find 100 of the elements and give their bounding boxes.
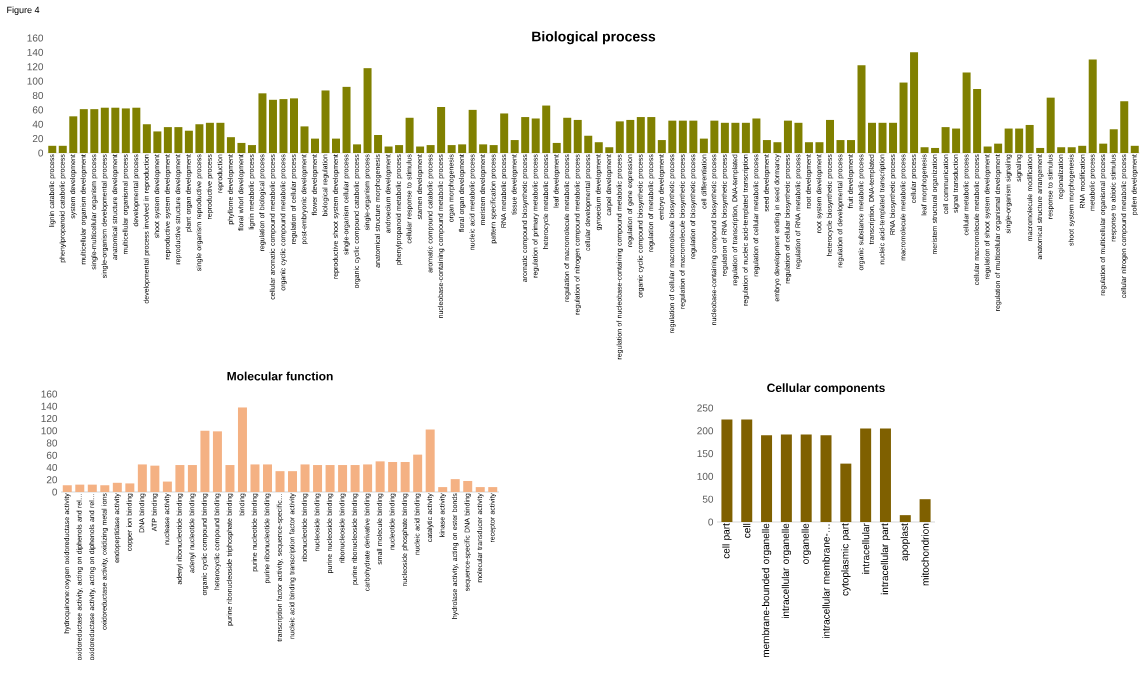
bar bbox=[1120, 101, 1129, 153]
bar bbox=[636, 117, 645, 153]
bar bbox=[162, 481, 172, 492]
bar bbox=[931, 147, 940, 153]
bar bbox=[488, 487, 498, 492]
y-tick-label: 100 bbox=[41, 427, 58, 435]
bar bbox=[388, 461, 398, 492]
bar bbox=[75, 484, 85, 492]
bar bbox=[125, 483, 135, 492]
bar bbox=[174, 127, 183, 153]
bar bbox=[262, 464, 272, 492]
y-tick-label: 140 bbox=[27, 48, 44, 56]
bar bbox=[150, 465, 160, 492]
bar bbox=[1015, 128, 1024, 153]
bar bbox=[510, 140, 519, 153]
bar bbox=[447, 145, 456, 153]
bar bbox=[342, 86, 351, 153]
bar bbox=[62, 485, 72, 492]
y-tick-label: 20 bbox=[46, 476, 58, 484]
bar bbox=[100, 485, 110, 492]
y-tick-label: 60 bbox=[46, 451, 58, 459]
bar bbox=[479, 144, 488, 153]
y-tick-label: 80 bbox=[46, 439, 58, 447]
y-tick-label: 140 bbox=[41, 402, 58, 410]
bar bbox=[395, 145, 404, 153]
bar bbox=[941, 127, 950, 153]
x-tick-label: intracellular part bbox=[880, 523, 891, 595]
bar bbox=[237, 407, 247, 492]
chart-title: Biological process bbox=[532, 31, 656, 45]
bar bbox=[438, 487, 448, 492]
bar bbox=[111, 107, 120, 153]
bar bbox=[258, 93, 267, 153]
bar bbox=[313, 465, 323, 492]
y-tick-label: 40 bbox=[32, 120, 44, 128]
bar bbox=[237, 142, 246, 153]
bar bbox=[311, 138, 319, 153]
bar bbox=[820, 435, 832, 522]
bar bbox=[500, 113, 509, 153]
bar bbox=[142, 124, 151, 153]
y-tick-label: 250 bbox=[697, 404, 714, 412]
y-tick-label: 150 bbox=[697, 450, 714, 458]
y-tick-label: 20 bbox=[32, 135, 44, 143]
bar bbox=[983, 146, 992, 153]
bar bbox=[1036, 147, 1045, 153]
bar bbox=[699, 138, 708, 153]
bar bbox=[300, 126, 309, 153]
bar bbox=[79, 109, 88, 153]
bar bbox=[489, 145, 498, 153]
bar bbox=[1099, 143, 1108, 153]
x-tick-label: intracellular organelle bbox=[781, 523, 792, 619]
bar bbox=[300, 464, 310, 492]
bar bbox=[584, 135, 593, 153]
bar bbox=[279, 99, 288, 153]
bar bbox=[647, 117, 656, 153]
bar bbox=[400, 461, 410, 492]
bar bbox=[175, 465, 185, 492]
bar bbox=[741, 122, 750, 153]
bar bbox=[1057, 147, 1066, 153]
bar bbox=[374, 135, 383, 153]
bar bbox=[752, 118, 761, 153]
bar bbox=[919, 499, 931, 522]
bar bbox=[426, 145, 435, 153]
bar bbox=[200, 430, 210, 492]
bar bbox=[920, 147, 929, 153]
bar bbox=[857, 65, 866, 153]
bar bbox=[250, 464, 260, 492]
bar bbox=[413, 454, 423, 492]
y-tick-label: 160 bbox=[27, 34, 44, 42]
bar bbox=[112, 482, 122, 492]
bar bbox=[605, 147, 614, 153]
bar bbox=[212, 431, 222, 492]
y-tick-label: 0 bbox=[38, 149, 44, 157]
bar bbox=[825, 119, 834, 153]
bar bbox=[90, 109, 99, 153]
x-tick-label: intracellular bbox=[861, 523, 870, 574]
bar bbox=[275, 471, 285, 492]
bar bbox=[458, 144, 467, 153]
chart-title: Cellular components bbox=[767, 383, 885, 395]
bar bbox=[1004, 128, 1013, 153]
bar bbox=[994, 143, 1003, 153]
y-tick-label: 100 bbox=[27, 77, 44, 85]
bar bbox=[542, 105, 551, 153]
bar bbox=[363, 464, 373, 492]
bar bbox=[731, 122, 740, 153]
y-tick-label: 40 bbox=[46, 463, 58, 472]
bar bbox=[338, 465, 348, 492]
bar bbox=[468, 109, 477, 153]
bar bbox=[762, 140, 771, 153]
bar bbox=[668, 120, 677, 153]
bar bbox=[879, 428, 891, 522]
bar bbox=[804, 142, 813, 153]
bar bbox=[58, 145, 67, 153]
bar bbox=[416, 146, 425, 153]
y-tick-label: 160 bbox=[41, 390, 58, 398]
bar bbox=[363, 68, 372, 153]
bar bbox=[800, 434, 812, 522]
bar bbox=[721, 419, 733, 522]
bar bbox=[783, 120, 792, 153]
bar bbox=[121, 108, 130, 153]
x-tick-label: cell part bbox=[722, 523, 732, 559]
